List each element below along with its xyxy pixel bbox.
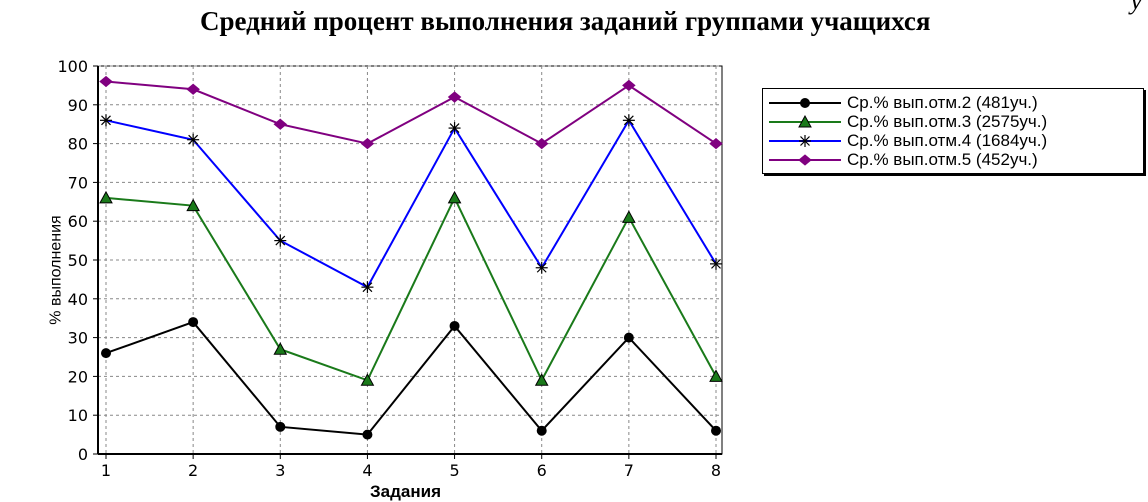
legend-swatch-1	[769, 98, 841, 108]
series-2-point	[622, 210, 636, 223]
legend-marker	[800, 98, 810, 108]
series-1-point	[362, 429, 373, 440]
y-tick-label: 70	[68, 173, 88, 192]
series-3-point	[187, 133, 200, 146]
series-4-point	[622, 79, 636, 92]
legend: Ср.% вып.отм.2 (481уч.) Ср.% вып.отм.3 (2…	[762, 88, 1144, 174]
legend-swatch-2	[769, 114, 841, 128]
y-tick-label: 0	[78, 445, 88, 464]
series-3-point	[710, 257, 722, 270]
legend-label: Ср.% вып.отм.3 (2575уч.)	[847, 112, 1048, 131]
y-tick-label: 10	[68, 406, 88, 425]
legend-marker	[798, 114, 812, 128]
series-1-point	[623, 332, 634, 343]
series-line-3	[105, 118, 717, 289]
series-1-point	[188, 317, 199, 328]
legend-swatch-3	[769, 135, 841, 147]
series-2-point	[99, 190, 113, 204]
series-3-point	[535, 261, 548, 274]
series-4-point	[186, 83, 200, 95]
x-tick-label: 8	[711, 461, 721, 480]
legend-label: Ср.% вып.отм.2 (481уч.)	[847, 93, 1038, 112]
series-4-point	[447, 91, 462, 103]
legend-marker	[799, 135, 811, 147]
series-4-point	[273, 118, 288, 130]
y-tick-label: 20	[68, 367, 88, 386]
x-tick-label: 2	[188, 461, 198, 480]
chart-title: Средний процент выполнения заданий групп…	[200, 6, 931, 36]
x-tick-label: 4	[362, 461, 372, 480]
y-tick-label: 80	[68, 135, 88, 154]
series-3-point	[361, 281, 374, 294]
x-tick-label: 6	[537, 461, 547, 480]
legend-item-3: Ср.% вып.отм.4 (1684уч.)	[763, 131, 1143, 151]
legend-marker	[798, 154, 812, 166]
series-1-point	[275, 421, 286, 432]
series-1-point	[536, 425, 547, 436]
legend-item-4: Ср.% вып.отм.5 (452уч.)	[763, 150, 1143, 170]
series-3-point	[100, 114, 112, 127]
series-1-point	[101, 348, 111, 359]
x-tick-label: 1	[101, 461, 111, 480]
series-3-point	[448, 122, 461, 135]
y-tick-label: 100	[57, 57, 88, 76]
x-axis-label: Задания	[370, 482, 441, 501]
series-line-4	[105, 80, 717, 145]
x-tick-label: 5	[449, 461, 459, 480]
y-tick-label: 90	[68, 96, 88, 115]
stray-mark: у	[1130, 0, 1142, 15]
y-tick-label: 50	[68, 251, 88, 270]
x-tick-label: 7	[624, 461, 634, 480]
series-1-point	[711, 425, 721, 436]
series-3-point	[622, 114, 635, 127]
series-line-2	[105, 195, 717, 383]
series-2-point	[447, 190, 462, 204]
legend-swatch-4	[769, 154, 841, 166]
x-tick-label: 3	[275, 461, 285, 480]
series-4-point	[534, 137, 549, 150]
series-line-1	[105, 320, 717, 436]
series-2-point	[360, 373, 375, 386]
series-2-point	[273, 342, 288, 355]
legend-label: Ср.% вып.отм.4 (1684уч.)	[847, 131, 1048, 150]
legend-item-2: Ср.% вып.отм.3 (2575уч.)	[763, 112, 1143, 132]
series-4-point	[99, 75, 113, 88]
series-4-point	[360, 137, 375, 150]
series-4-point	[709, 137, 723, 150]
series-1-point	[449, 320, 460, 331]
legend-item-1: Ср.% вып.отм.2 (481уч.)	[763, 93, 1143, 113]
y-tick-label: 40	[68, 290, 88, 309]
legend-label: Ср.% вып.отм.5 (452уч.)	[847, 150, 1038, 169]
y-tick-label: 30	[68, 329, 88, 348]
series-2-point	[709, 369, 723, 382]
series-2-point	[534, 373, 549, 386]
y-tick-label: 60	[68, 212, 88, 231]
series-2-point	[186, 198, 200, 212]
series-3-point	[274, 234, 287, 247]
